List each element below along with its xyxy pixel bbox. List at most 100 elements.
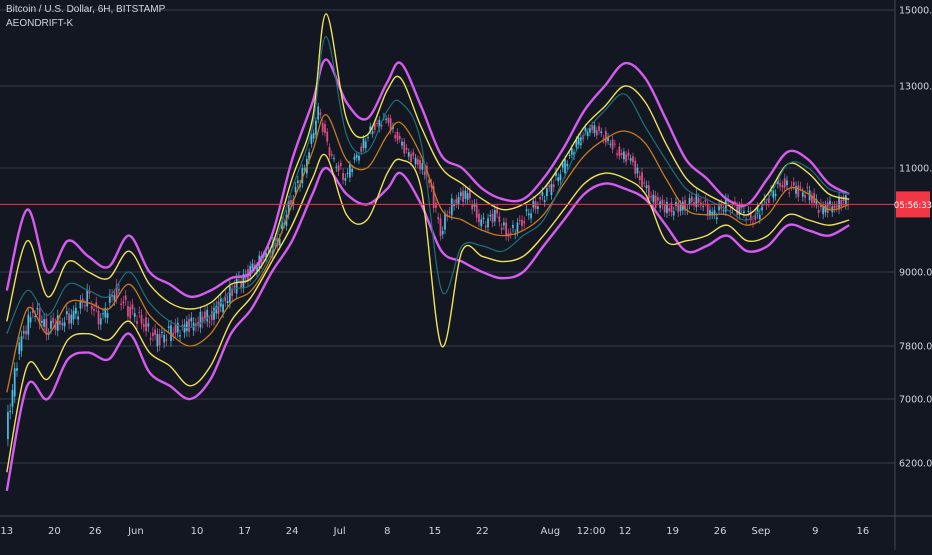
candle-body: [527, 213, 530, 216]
candle-body: [795, 186, 797, 194]
candle-body: [695, 193, 698, 208]
candle-body: [208, 321, 211, 323]
candle-body: [242, 273, 245, 288]
candle-body: [364, 141, 367, 149]
candle-body: [643, 182, 646, 184]
candle-body: [738, 206, 741, 215]
candle-body: [355, 154, 358, 158]
candle-body: [611, 139, 614, 150]
candle-body: [81, 298, 84, 303]
time-tick-label: 17: [238, 526, 251, 537]
candle-body: [555, 172, 557, 176]
candle-body: [131, 304, 134, 310]
candle-body: [188, 319, 190, 332]
candle-body: [559, 174, 562, 181]
candle-body: [663, 204, 666, 213]
series-layer: [5, 13, 850, 492]
candle-body: [140, 314, 143, 324]
candle-body: [52, 318, 55, 324]
candle-body: [539, 197, 542, 200]
candle-body: [59, 320, 61, 325]
candle-body: [471, 204, 474, 210]
candle-body: [817, 209, 820, 213]
time-tick-label: 9: [812, 526, 818, 537]
candle-body: [174, 324, 177, 334]
candle-body: [487, 218, 489, 228]
candle-body: [550, 183, 553, 196]
series-magenta-upper: [5, 58, 850, 299]
candle-body: [54, 324, 57, 330]
candle-body: [348, 164, 351, 178]
candle-body: [124, 295, 127, 301]
candle-body: [40, 320, 43, 323]
candle-body: [428, 179, 431, 184]
candle-body: [541, 191, 544, 196]
candle-body: [342, 172, 344, 180]
candle-body: [65, 311, 68, 315]
price-axis[interactable]: 15000.00 13000.00 11000.00 9000.00 7800.00 70…: [899, 6, 932, 470]
candle-body: [473, 203, 476, 207]
price-tick-label: 9000.00: [899, 268, 932, 279]
candle-body: [335, 166, 338, 168]
candle-body: [718, 204, 720, 211]
candle-body: [668, 208, 671, 212]
time-tick-label: Jul: [333, 526, 346, 537]
candle-body: [441, 230, 444, 235]
candle-body: [505, 222, 508, 236]
candle-body: [149, 337, 152, 340]
candle-body: [396, 132, 399, 141]
candle-body: [378, 120, 381, 129]
candle-body: [151, 332, 154, 336]
candle-body: [593, 125, 596, 134]
candle-body: [317, 106, 320, 120]
candle-body: [170, 325, 172, 341]
candle-body: [722, 210, 725, 212]
indicator-name[interactable]: AEONDRIFT-K: [6, 18, 74, 29]
candle-body: [444, 214, 446, 230]
candle-body: [158, 334, 161, 346]
candle-body: [95, 302, 98, 307]
symbol-title[interactable]: Bitcoin / U.S. Dollar, 6H, BITSTAMP: [6, 4, 166, 15]
candle-body: [733, 201, 736, 203]
candle-body: [387, 117, 390, 123]
candle-body: [638, 175, 641, 180]
candle-body: [147, 323, 150, 327]
candle-body: [632, 156, 634, 163]
candle-body: [29, 317, 32, 323]
time-tick-label: 22: [476, 526, 489, 537]
candle-body: [564, 159, 566, 174]
candle-body: [790, 185, 793, 187]
time-tick-label: 16: [856, 526, 869, 537]
candle-body: [403, 141, 406, 154]
candle-body: [636, 167, 639, 174]
candle-body: [546, 187, 548, 197]
candle-body: [235, 278, 238, 294]
candle-body: [618, 146, 621, 157]
time-tick-label: 13: [0, 526, 13, 537]
candle-body: [321, 123, 324, 132]
candle-body: [774, 193, 777, 196]
candle-body: [797, 185, 800, 197]
candle-body: [337, 165, 340, 172]
candle-body: [498, 216, 501, 222]
candle-body: [806, 187, 809, 189]
candle-body: [154, 329, 157, 335]
candle-body: [457, 196, 460, 205]
candle-body: [455, 199, 458, 204]
candle-body: [145, 317, 147, 332]
series-magenta-lower: [5, 166, 850, 492]
candle-body: [561, 163, 564, 168]
candle-body: [645, 185, 648, 189]
candle-body: [758, 214, 761, 220]
candle-body: [165, 339, 168, 341]
candle-body: [826, 202, 829, 213]
candle-body: [557, 177, 560, 182]
time-tick-label: Sep: [751, 526, 770, 537]
candle-body: [398, 136, 401, 140]
time-axis[interactable]: 13 20 26 Jun 10 17 24 Jul 8 15 22 Aug 12:00 12 19 26 Sep…: [0, 526, 869, 537]
candle-body: [115, 284, 118, 299]
candle-body: [63, 322, 66, 327]
candle-body: [799, 186, 802, 188]
